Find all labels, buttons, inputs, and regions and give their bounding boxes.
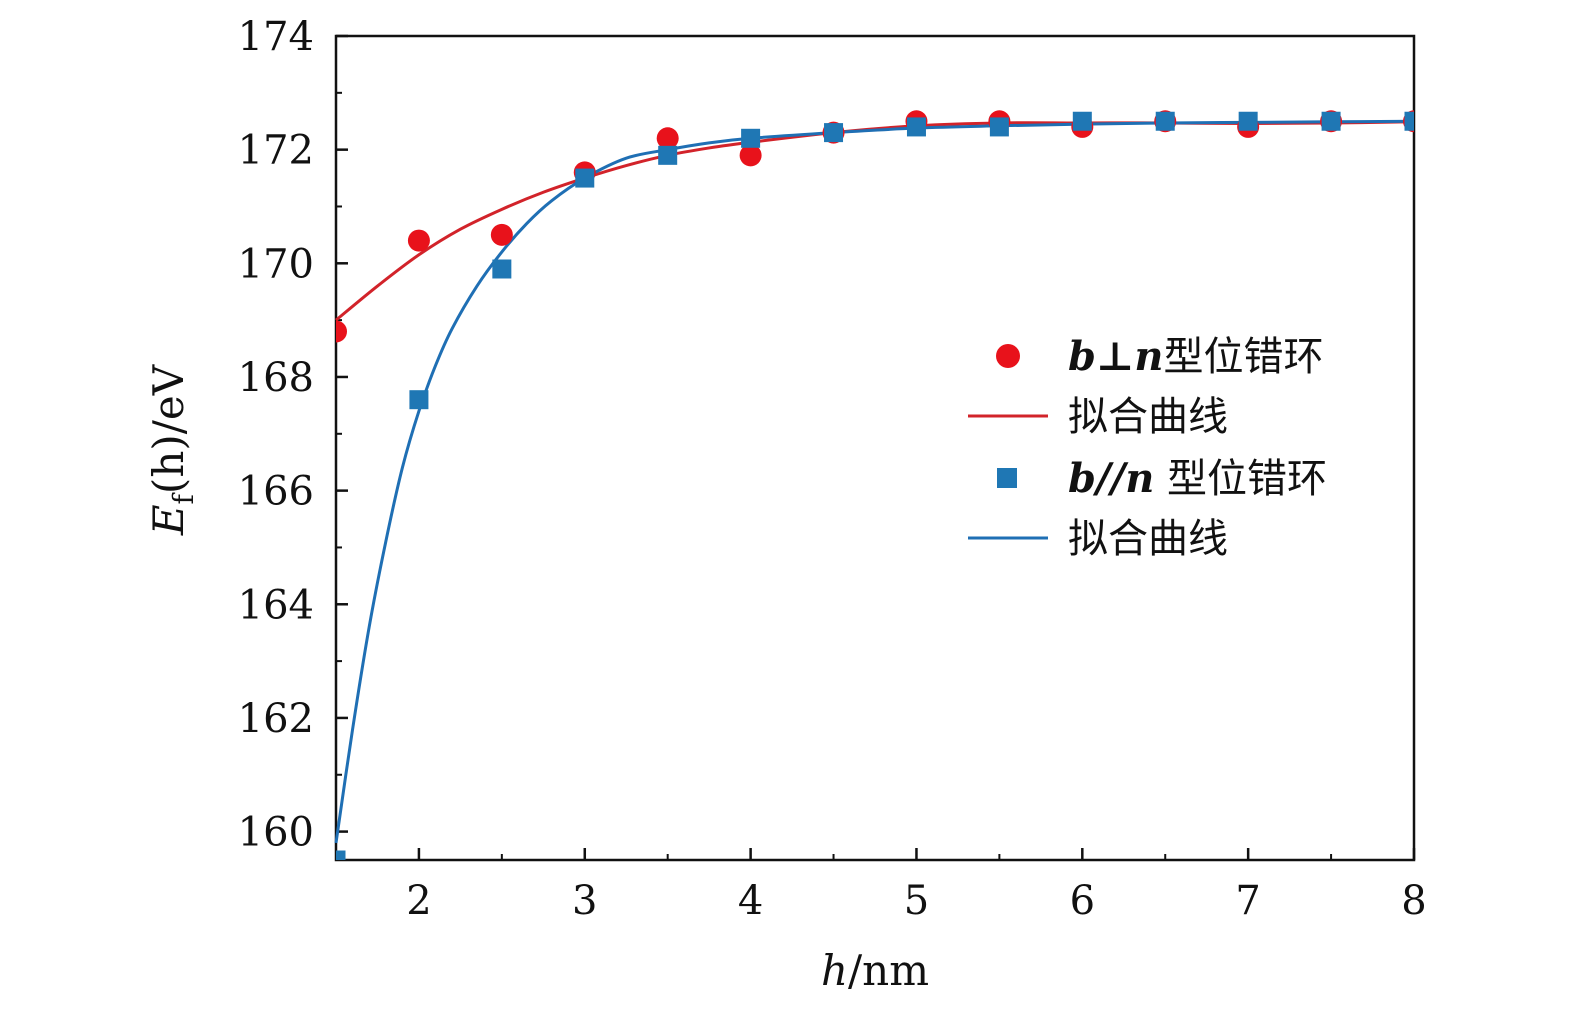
x-tick-label: 8 [1401, 878, 1426, 924]
data-point-square [409, 390, 429, 410]
legend-item-1: b⊥n型位错环 [1068, 333, 1323, 380]
legend-marker-red-circle [996, 344, 1020, 368]
x-axis-ticks: 2 3 4 5 6 7 8 [335, 848, 1427, 924]
data-point-square [575, 168, 595, 188]
data-point-square [658, 145, 678, 165]
y-axis-label: Ef(h)/eV [144, 364, 200, 536]
data-point-square [1238, 111, 1258, 131]
y-tick-label: 170 [238, 241, 314, 287]
data-point-square [906, 117, 926, 137]
y-tick-label: 164 [238, 582, 314, 628]
fit-line-red [335, 120, 1415, 322]
x-tick-label: 5 [904, 878, 929, 924]
legend-marker-blue-square [997, 468, 1017, 488]
y-tick-label: 174 [238, 14, 314, 60]
data-markers [336, 110, 1414, 860]
legend-item-1-symbol: b⊥n [1068, 333, 1163, 380]
data-point-square [824, 123, 844, 143]
x-axis-label-var: h [821, 946, 848, 995]
y-tick-label: 162 [238, 696, 314, 742]
legend: b⊥n型位错环 拟合曲线 b//n 型位错环 拟合曲线 [968, 333, 1327, 562]
data-point-square [492, 259, 512, 279]
legend-item-1-suffix: 型位错环 [1163, 334, 1323, 380]
data-point-square [741, 128, 761, 148]
legend-item-3: b//n 型位错环 [1068, 455, 1327, 502]
x-axis-label-unit: /nm [848, 946, 929, 995]
data-point-circle [490, 223, 513, 246]
x-axis-label: h/nm [821, 946, 929, 995]
data-point-square [989, 117, 1009, 137]
data-point-square [336, 850, 346, 860]
y-axis-label-var: E [144, 504, 193, 536]
data-point-square [1155, 111, 1175, 131]
data-point-circle [407, 229, 430, 252]
y-axis-label-rest: (h)/eV [144, 364, 193, 494]
y-axis-ticks: 160 162 164 166 168 170 172 174 [238, 14, 348, 856]
x-tick-label: 4 [738, 878, 763, 924]
legend-item-4: 拟合曲线 [1068, 516, 1228, 562]
data-point-circle [336, 320, 347, 343]
y-tick-label: 160 [238, 810, 314, 856]
data-point-square [1321, 111, 1341, 131]
y-tick-label: 172 [238, 128, 314, 174]
y-tick-label: 166 [238, 469, 314, 515]
plot-frame [334, 34, 1416, 862]
data-point-circle [656, 127, 679, 150]
x-tick-label: 7 [1235, 878, 1260, 924]
legend-item-2: 拟合曲线 [1068, 394, 1228, 440]
y-tick-label: 168 [238, 355, 314, 401]
fit-line-blue [334, 119, 1415, 844]
data-point-square [1072, 111, 1092, 131]
x-tick-label: 6 [1070, 878, 1095, 924]
legend-item-3-symbol: b//n [1068, 455, 1154, 502]
data-point-square [1404, 111, 1414, 131]
legend-item-3-suffix: 型位错环 [1154, 456, 1327, 502]
x-tick-label: 3 [572, 878, 597, 924]
y-axis-label-sub: f [167, 491, 200, 504]
x-tick-label: 2 [406, 878, 431, 924]
data-point-circle [739, 144, 762, 167]
